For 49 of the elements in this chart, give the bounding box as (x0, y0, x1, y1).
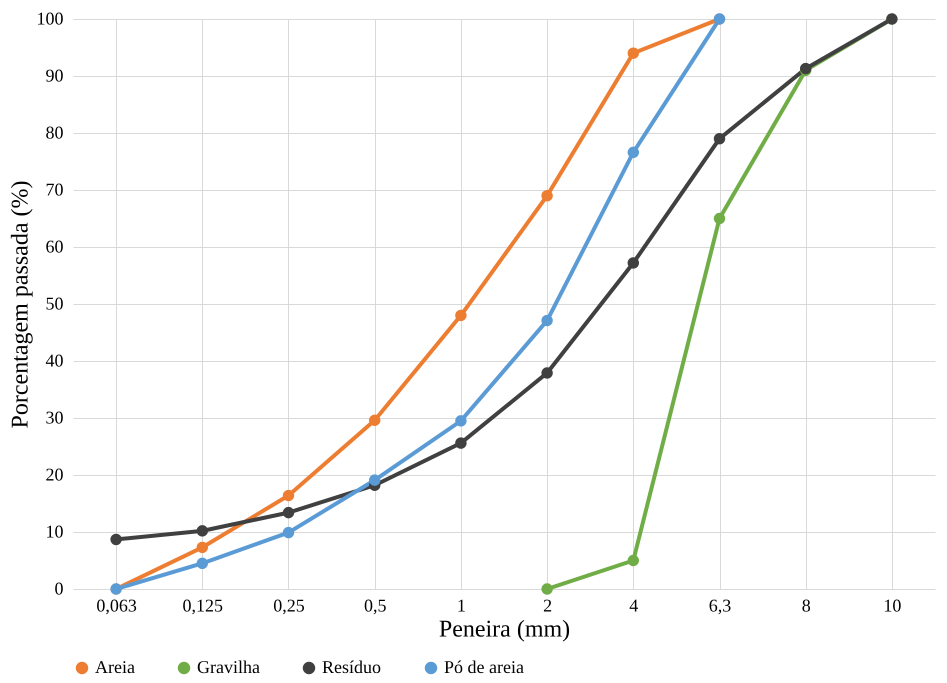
legend-label: Resíduo (322, 657, 382, 677)
point (628, 257, 639, 269)
x-tick-label: 6,3 (708, 596, 732, 616)
point (714, 212, 726, 224)
point (628, 48, 639, 59)
y-tick-label: 30 (46, 408, 64, 428)
x-tick-label: 2 (543, 596, 552, 616)
point (714, 133, 726, 144)
legend-label: Pó de areia (444, 657, 524, 677)
y-tick-label: 60 (46, 236, 64, 256)
point (628, 146, 639, 158)
x-axis-title: Peneira (mm) (438, 616, 570, 642)
point (196, 525, 208, 537)
y-tick-label: 0 (54, 578, 64, 598)
x-tick-label: 0,5 (364, 596, 386, 616)
point (369, 474, 380, 486)
x-tick-label: 0,063 (96, 596, 137, 616)
point (282, 526, 294, 538)
legend-label: Gravilha (197, 657, 260, 677)
point (628, 554, 639, 566)
point (369, 414, 380, 426)
y-tick-label: 90 (46, 66, 64, 86)
y-tick-label: 70 (46, 180, 64, 200)
x-tick-label: 10 (883, 596, 902, 616)
y-tick-label: 20 (46, 464, 64, 484)
x-tick-label: 0,25 (273, 596, 305, 616)
point (282, 490, 294, 502)
point (541, 367, 553, 379)
point (455, 437, 467, 449)
point (196, 558, 208, 570)
x-tick-label: 4 (629, 596, 638, 616)
y-tick-label: 40 (46, 350, 64, 370)
point (541, 583, 553, 595)
point (455, 415, 467, 427)
y-tick-label: 100 (36, 8, 64, 28)
x-tick-label: 0,125 (182, 596, 224, 616)
y-tick-label: 80 (46, 122, 64, 142)
y-axis-title: Porcentagem passada (%) (8, 180, 34, 428)
x-tick-label: 1 (456, 596, 466, 616)
point (541, 314, 553, 326)
legend-label: Areia (95, 657, 135, 677)
point (110, 534, 122, 546)
point (541, 190, 553, 202)
y-tick-label: 10 (46, 522, 64, 542)
point (196, 542, 208, 554)
x-tick-label: 8 (802, 596, 811, 616)
point (455, 310, 467, 322)
point (282, 506, 294, 518)
y-tick-label: 50 (46, 294, 64, 314)
